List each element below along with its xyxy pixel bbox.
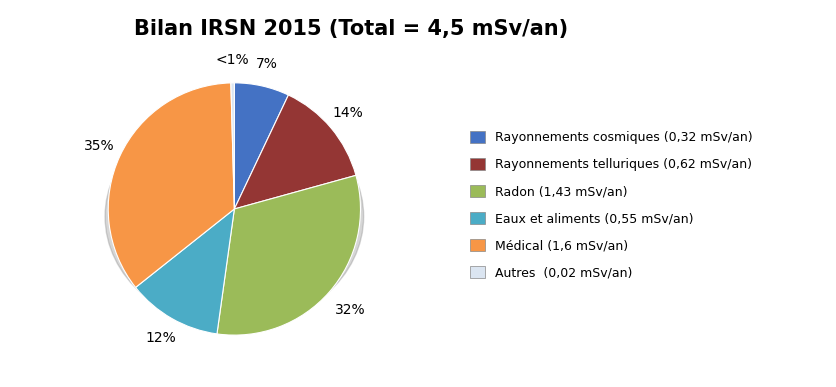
Wedge shape bbox=[108, 83, 234, 288]
Text: 14%: 14% bbox=[333, 106, 364, 120]
Wedge shape bbox=[234, 83, 288, 209]
Text: 7%: 7% bbox=[256, 57, 278, 71]
Legend: Rayonnements cosmiques (0,32 mSv/an), Rayonnements telluriques (0,62 mSv/an), Ra: Rayonnements cosmiques (0,32 mSv/an), Ra… bbox=[466, 127, 756, 283]
Text: Bilan IRSN 2015 (Total = 4,5 mSv/an): Bilan IRSN 2015 (Total = 4,5 mSv/an) bbox=[135, 19, 568, 39]
Text: 12%: 12% bbox=[145, 331, 176, 345]
Wedge shape bbox=[217, 175, 360, 335]
Ellipse shape bbox=[105, 106, 363, 327]
Wedge shape bbox=[135, 209, 234, 334]
Wedge shape bbox=[234, 95, 355, 209]
Text: <1%: <1% bbox=[215, 53, 249, 67]
Text: 32%: 32% bbox=[334, 303, 365, 317]
Text: 35%: 35% bbox=[84, 139, 115, 153]
Wedge shape bbox=[231, 83, 234, 209]
